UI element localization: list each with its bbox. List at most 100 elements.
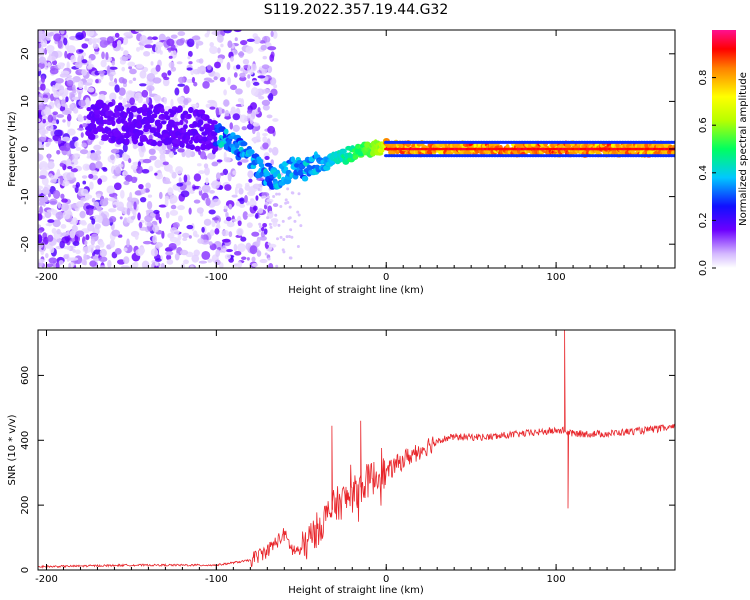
spectrogram-noise-mark [131,262,137,268]
spectrogram-noise-mark [46,209,54,213]
spectrogram-noise-mark [99,265,106,268]
spectrogram-noise-mark [122,152,128,161]
spectrogram-noise-mark [49,67,59,75]
spectrogram-noise-mark [241,256,247,260]
spectrogram-noise-mark [153,209,160,215]
spectrogram-noise-mark [99,241,105,248]
spectrogram-noise-mark [53,33,62,42]
spectrogram-noise-mark [190,265,194,268]
spectrogram-noise-mark [276,237,280,241]
spectrogram-ridge-mark [137,130,144,136]
spectrogram-noise-mark [237,220,242,227]
spectrogram-noise-mark [39,175,47,180]
spectrogram-noise-mark [51,120,57,125]
spectrogram-noise-mark [97,70,106,74]
spectrogram-noise-mark [129,191,133,201]
spectrogram-noise-mark [165,211,170,219]
spectrogram-ridge-mark [89,123,97,130]
spectrogram-noise-mark [126,200,133,210]
spectrogram-noise-mark [208,209,216,215]
spectrogram-noise-mark [136,46,141,52]
spectrogram-noise-mark [224,254,231,260]
spectrogram-ridge-mark [240,141,248,147]
spectrogram-noise-mark [88,58,92,66]
spectrogram-noise-mark [221,238,231,243]
spectrogram-noise-mark [87,208,94,216]
spectrogram-noise-mark [70,55,76,63]
spectrogram-noise-mark [164,197,169,207]
spectrogram-noise-mark [98,140,105,146]
spectrogram-noise-mark [240,236,247,242]
spectrogram-noise-mark [205,103,212,108]
spectrogram-noise-mark [198,260,208,264]
spectrogram-noise-mark [180,190,190,198]
spectrogram-noise-mark [38,224,42,229]
spectrogram-ridge-mark [109,116,115,122]
spectrogram-noise-mark [262,223,268,228]
spectrogram-noise-mark [46,45,55,52]
spectrogram-noise-mark [227,40,233,49]
spectrogram-noise-mark [141,260,150,268]
spectrogram-noise-mark [146,201,153,210]
spectrogram-ridge-mark [108,110,114,117]
spectrogram-noise-mark [187,55,191,60]
colorbar-tick-label: 0.0 [698,260,709,276]
spectrogram-noise-mark [127,61,136,67]
spectrogram-noise-mark [38,122,47,126]
spectrogram-noise-mark [125,54,132,59]
spectrogram-noise-mark [77,127,85,131]
spectrogram-noise-mark [47,234,54,242]
spectrogram-ridge-mark [246,149,255,155]
spectrogram-noise-mark [253,205,258,211]
spectrogram-noise-mark [192,230,198,237]
spectrogram-ridge-mark [283,166,289,171]
spectrogram-ridge-mark [187,113,192,118]
spectrogram-noise-mark [249,116,254,125]
spectrogram-noise-mark [45,107,51,116]
spectrogram-noise-mark [174,252,180,261]
spectrogram-ridge-mark [212,145,219,153]
spectrogram-ridge-mark [186,134,191,141]
spectrogram-noise-mark [203,163,209,169]
spectrogram-ridge-mark [194,145,201,152]
spectrogram-noise-mark [56,150,61,155]
spectrogram-noise-mark [66,45,76,54]
spectrogram-noise-mark [147,36,153,41]
spectrogram-noise-mark [259,236,267,241]
spectrogram-noise-mark [261,64,270,70]
snr-xlabel: Height of straight line (km) [288,585,424,596]
spectrogram-noise-mark [40,83,46,91]
spectrogram-noise-mark [212,217,219,221]
spectrogram-noise-mark [203,218,212,226]
spectrogram-noise-mark [253,36,261,45]
spectrogram-noise-mark [234,186,238,196]
spectrogram-noise-mark [114,84,120,93]
spectrogram-noise-mark [100,59,107,68]
spectrogram-noise-mark [93,249,102,255]
spectrogram-noise-mark [154,172,158,176]
spectrogram-noise-mark [230,84,238,91]
spectrogram-ridge-mark [123,112,128,117]
spectrogram-marks [38,30,675,268]
spectrogram-noise-mark [252,137,257,144]
spectrogram-noise-mark [106,185,115,195]
spectrogram-ridge-mark [339,148,347,154]
spectrogram-noise-mark [138,184,144,190]
spectrogram-noise-mark [121,66,126,72]
spectrogram-noise-mark [110,148,120,154]
spectrogram-noise-mark [144,39,154,44]
spectrogram-noise-mark [106,36,115,45]
spectrogram-noise-mark [109,239,116,248]
spectrogram-ridge-mark [129,105,138,113]
colorbar-label: Normalized spectral amplitude [738,72,749,226]
spectrogram-noise-mark [250,102,258,110]
y-tick-label: 0 [20,567,31,573]
spectrogram-noise-mark [38,42,42,49]
spectrogram-noise-mark [272,203,279,208]
spectrogram-noise-mark [178,177,182,184]
spectrogram-noise-mark [52,59,58,66]
spectrogram-noise-mark [249,199,257,208]
spectrogram-ridge-mark [357,151,365,157]
spectrogram-noise-mark [38,96,43,105]
x-tick-label: -200 [35,272,58,283]
